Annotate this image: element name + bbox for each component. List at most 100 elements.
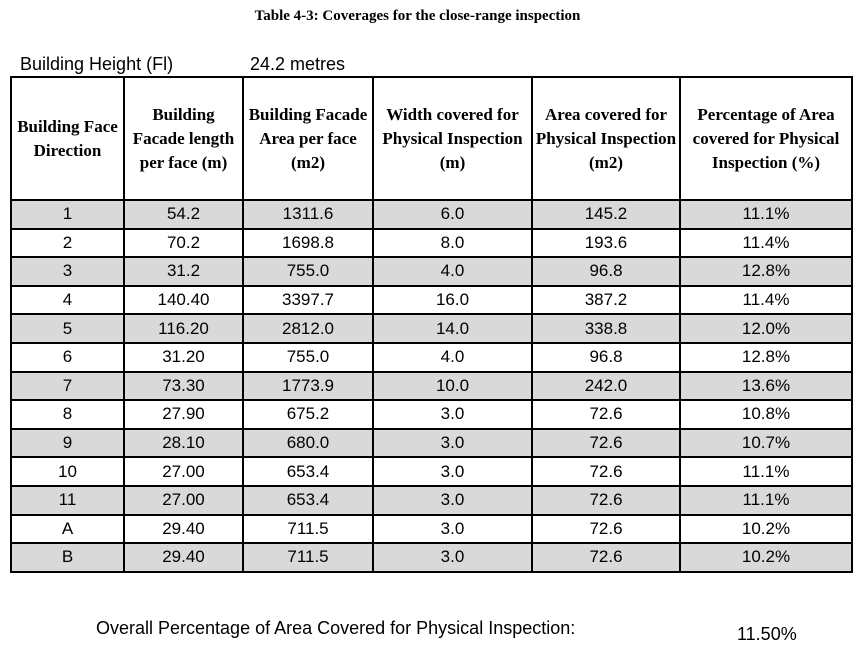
- table-cell: 755.0: [242, 256, 374, 287]
- table-cell: 711.5: [242, 542, 374, 573]
- table-row: 4 140.40 3397.7 16.0 387.2 11.4%: [10, 284, 853, 316]
- table-cell: 72.6: [531, 484, 681, 516]
- table-cell: 96.8: [531, 341, 681, 373]
- table-cell: 1773.9: [242, 370, 374, 402]
- table-cell: 8: [10, 399, 125, 430]
- table-cell: 6: [10, 341, 125, 373]
- column-header: Building Facade Area per face (m2): [242, 76, 374, 201]
- table-cell: 72.6: [531, 542, 681, 573]
- column-header: Percentage of Area covered for Physical …: [679, 76, 853, 201]
- table-cell: 4: [10, 284, 125, 316]
- table-cell: 2812.0: [242, 313, 374, 344]
- table-body: 1 54.2 1311.6 6.0 145.2 11.1% 2 70.2 1698.8 8.0 19…: [10, 199, 853, 573]
- table-cell: 653.4: [242, 456, 374, 487]
- table-cell: 116.20: [123, 313, 244, 344]
- table-cell: 11.4%: [679, 227, 853, 259]
- table-cell: 387.2: [531, 284, 681, 316]
- table-cell: 140.40: [123, 284, 244, 316]
- table-cell: 70.2: [123, 227, 244, 259]
- table-cell: 11.1%: [679, 456, 853, 487]
- table-cell: 11: [10, 484, 125, 516]
- table-cell: 54.2: [123, 199, 244, 230]
- table-cell: 16.0: [372, 284, 533, 316]
- table-cell: 29.40: [123, 513, 244, 545]
- table-cell: 10.2%: [679, 513, 853, 545]
- table-cell: 11.1%: [679, 199, 853, 230]
- table-cell: 680.0: [242, 427, 374, 459]
- header-row: Building Face Direction Building Facade …: [10, 76, 853, 201]
- table-cell: 10: [10, 456, 125, 487]
- table-cell: 10.2%: [679, 542, 853, 573]
- table-cell: 3397.7: [242, 284, 374, 316]
- table-cell: 31.2: [123, 256, 244, 287]
- table-cell: B: [10, 542, 125, 573]
- table-cell: 4.0: [372, 341, 533, 373]
- table-cell: 72.6: [531, 513, 681, 545]
- table-row: 5 116.20 2812.0 14.0 338.8 12.0%: [10, 313, 853, 344]
- building-height-label: Building Height (Fl): [20, 54, 174, 74]
- table-row: 1 54.2 1311.6 6.0 145.2 11.1%: [10, 199, 853, 230]
- table-cell: 4.0: [372, 256, 533, 287]
- table-cell: 27.90: [123, 399, 244, 430]
- table-cell: 12.8%: [679, 256, 853, 287]
- column-header: Area covered for Physical Inspection (m2…: [531, 76, 681, 201]
- table-cell: 11.1%: [679, 484, 853, 516]
- table-cell: 8.0: [372, 227, 533, 259]
- table-cell: 72.6: [531, 427, 681, 459]
- table-cell: 1311.6: [242, 199, 374, 230]
- table-cell: 96.8: [531, 256, 681, 287]
- column-header: Building Face Direction: [10, 76, 125, 201]
- table-cell: 10.0: [372, 370, 533, 402]
- table-row: 6 31.20 755.0 4.0 96.8 12.8%: [10, 341, 853, 373]
- table-cell: 2: [10, 227, 125, 259]
- table-title: Table 4-3: Coverages for the close-range…: [254, 8, 581, 24]
- table-row: 3 31.2 755.0 4.0 96.8 12.8%: [10, 256, 853, 287]
- table-cell: 3.0: [372, 484, 533, 516]
- table-cell: 338.8: [531, 313, 681, 344]
- table-cell: 10.7%: [679, 427, 853, 459]
- table-cell: 755.0: [242, 341, 374, 373]
- table-row: B 29.40 711.5 3.0 72.6 10.2%: [10, 542, 853, 573]
- table-row: 8 27.90 675.2 3.0 72.6 10.8%: [10, 399, 853, 430]
- table-cell: 72.6: [531, 399, 681, 430]
- table-row: 11 27.00 653.4 3.0 72.6 11.1%: [10, 484, 853, 516]
- table-cell: 675.2: [242, 399, 374, 430]
- table-cell: 3.0: [372, 513, 533, 545]
- column-header: Building Facade length per face (m): [123, 76, 244, 201]
- table-row: A 29.40 711.5 3.0 72.6 10.2%: [10, 513, 853, 545]
- table-cell: 29.40: [123, 542, 244, 573]
- table-cell: 3: [10, 256, 125, 287]
- table-cell: 10.8%: [679, 399, 853, 430]
- table-cell: 711.5: [242, 513, 374, 545]
- table-cell: 3.0: [372, 542, 533, 573]
- column-header: Width covered for Physical Inspection (m…: [372, 76, 533, 201]
- table-cell: 3.0: [372, 456, 533, 487]
- table-cell: 3.0: [372, 399, 533, 430]
- table-cell: 31.20: [123, 341, 244, 373]
- coverage-table: Building Face Direction Building Facade …: [10, 76, 853, 573]
- table-row: 7 73.30 1773.9 10.0 242.0 13.6%: [10, 370, 853, 402]
- table-cell: 9: [10, 427, 125, 459]
- table-cell: 193.6: [531, 227, 681, 259]
- table-cell: 72.6: [531, 456, 681, 487]
- table-cell: 1698.8: [242, 227, 374, 259]
- table-cell: A: [10, 513, 125, 545]
- overall-percentage-label: Overall Percentage of Area Covered for P…: [96, 618, 576, 638]
- table-row: 9 28.10 680.0 3.0 72.6 10.7%: [10, 427, 853, 459]
- table-cell: 7: [10, 370, 125, 402]
- table-cell: 12.8%: [679, 341, 853, 373]
- table-cell: 28.10: [123, 427, 244, 459]
- table-cell: 242.0: [531, 370, 681, 402]
- table-cell: 27.00: [123, 484, 244, 516]
- table-cell: 3.0: [372, 427, 533, 459]
- table-cell: 27.00: [123, 456, 244, 487]
- table-cell: 6.0: [372, 199, 533, 230]
- building-height-row: Building Height (Fl) 24.2 metres: [20, 54, 345, 75]
- table-cell: 1: [10, 199, 125, 230]
- table-row: 2 70.2 1698.8 8.0 193.6 11.4%: [10, 227, 853, 259]
- table-row: 10 27.00 653.4 3.0 72.6 11.1%: [10, 456, 853, 487]
- overall-percentage-value: 11.50%: [737, 624, 797, 644]
- table-cell: 73.30: [123, 370, 244, 402]
- building-height-value: 24.2 metres: [250, 54, 346, 74]
- table-cell: 12.0%: [679, 313, 853, 344]
